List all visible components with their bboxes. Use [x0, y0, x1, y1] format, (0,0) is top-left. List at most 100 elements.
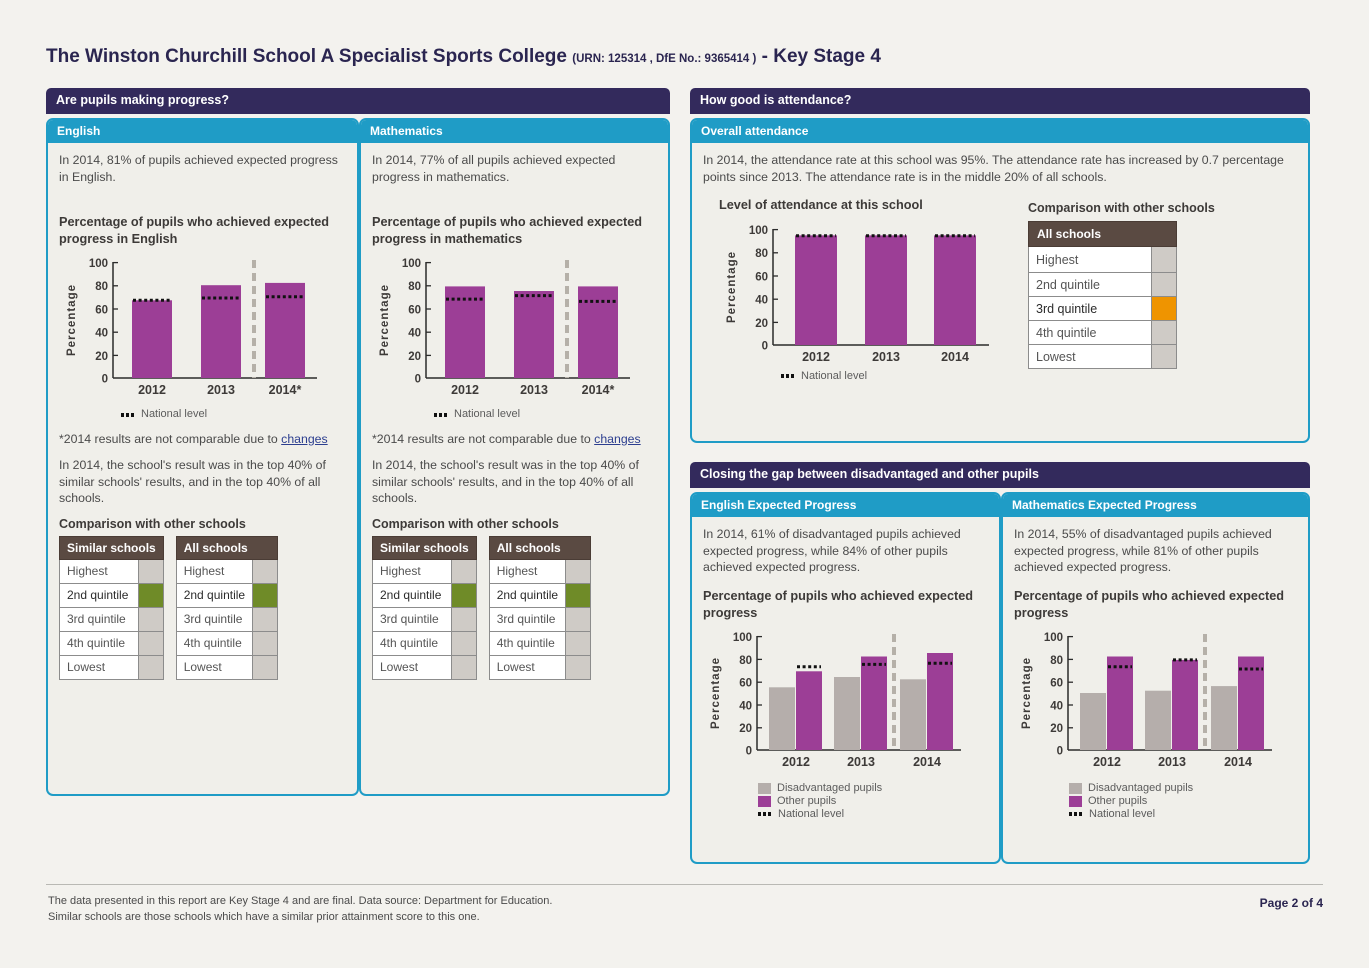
footer-notes: The data presented in this report are Ke… — [48, 894, 552, 926]
page-number: Page 2 of 4 — [1259, 896, 1323, 910]
legend-label-disadvantaged: Disadvantaged pupils — [777, 782, 883, 795]
table-row: Lowest — [175, 654, 279, 680]
table-header: All schools — [488, 535, 592, 560]
svg-text:2012: 2012 — [782, 755, 810, 769]
quintile-label: 3rd quintile — [59, 606, 139, 632]
mathematics-gap-svg: 100 80 60 40 20 0 Percentage — [1021, 632, 1272, 769]
quintile-label: Lowest — [1028, 344, 1152, 370]
quintile-label: Highest — [488, 558, 567, 584]
quintile-marker — [252, 654, 279, 680]
section-progress-header: Are pupils making progress? — [46, 88, 670, 114]
mathematics-summary: In 2014, 77% of all pupils achieved expe… — [372, 153, 616, 184]
quintile-label: 3rd quintile — [372, 606, 452, 632]
table-row: Highest — [488, 558, 592, 584]
svg-text:2012: 2012 — [1093, 755, 1121, 769]
table-english-all-schools: All schools Highest 2nd quintile 3rd qui… — [175, 535, 279, 680]
section-closing-gap: Closing the gap between disadvantaged an… — [690, 462, 1310, 488]
svg-text:2013: 2013 — [847, 755, 875, 769]
svg-text:2013: 2013 — [1158, 755, 1186, 769]
quintile-marker — [252, 630, 279, 656]
svg-text:60: 60 — [408, 305, 421, 317]
quintile-marker — [450, 558, 477, 584]
table-row: Highest — [175, 558, 279, 584]
table-row: 3rd quintile — [175, 606, 279, 632]
quintile-marker — [450, 606, 477, 632]
legend-item-national: National level — [1069, 808, 1297, 820]
quintile-marker-active — [450, 582, 477, 608]
panel-attendance-body: In 2014, the attendance rate at this sch… — [692, 143, 1308, 388]
legend-label-national: National level — [801, 369, 868, 382]
table-row: Highest — [1028, 246, 1177, 274]
legend-label-national: National level — [454, 408, 521, 421]
school-identifiers: (URN: 125314 , DfE No.: 9365414 ) — [572, 53, 757, 65]
english-footnote: *2014 results are not comparable due to … — [59, 431, 346, 448]
purple-square-icon — [1069, 795, 1082, 807]
table-row: Lowest — [59, 654, 164, 680]
table-attendance-all-schools: All schools Highest 2nd quintile 3rd qui… — [1028, 221, 1177, 370]
quintile-marker-active — [565, 582, 592, 608]
legend-item-national: National level — [758, 808, 988, 820]
table-row: Lowest — [1028, 344, 1177, 370]
legend-label-other: Other pupils — [1088, 795, 1148, 808]
purple-square-icon — [758, 795, 771, 807]
svg-text:40: 40 — [739, 701, 752, 713]
english-gap-svg: 100 80 60 40 20 0 Percentage — [710, 632, 961, 769]
dotted-line-icon — [781, 373, 796, 378]
svg-text:2014*: 2014* — [582, 383, 615, 397]
svg-text:40: 40 — [755, 294, 768, 306]
mathematics-comparison-heading: Comparison with other schools — [372, 516, 559, 531]
section-progress: Are pupils making progress? — [46, 88, 670, 114]
svg-text:100: 100 — [1044, 632, 1063, 644]
mathematics-quintile-tables: Similar schools Highest 2nd quintile 3rd… — [372, 535, 657, 680]
table-row: 2nd quintile — [175, 582, 279, 608]
svg-text:2014: 2014 — [941, 350, 969, 364]
svg-text:100: 100 — [733, 632, 752, 644]
svg-text:40: 40 — [95, 328, 108, 340]
section-closing-gap-header: Closing the gap between disadvantaged an… — [690, 462, 1310, 488]
svg-text:80: 80 — [739, 655, 752, 667]
english-gap-chart-title: Percentage of pupils who achieved expect… — [703, 588, 974, 621]
attendance-svg: 100 80 60 40 20 0 — [726, 225, 989, 364]
quintile-marker — [137, 606, 164, 632]
table-header: All schools — [1028, 221, 1177, 248]
table-row: 3rd quintile — [1028, 296, 1177, 322]
table-header: All schools — [175, 535, 279, 560]
page-title: The Winston Churchill School A Specialis… — [46, 46, 881, 68]
table-row: 4th quintile — [1028, 320, 1177, 346]
table-english-similar-schools: Similar schools Highest 2nd quintile 3rd… — [59, 535, 164, 680]
chart-mathematics-gap: 100 80 60 40 20 0 Percentage — [1014, 628, 1297, 820]
english-progress-svg: 100 80 60 40 20 0 Percentage — [66, 258, 317, 397]
mathematics-changes-link[interactable]: changes — [594, 431, 641, 446]
table-row: 2nd quintile — [488, 582, 592, 608]
svg-text:Percentage: Percentage — [379, 284, 391, 356]
english-summary: In 2014, 81% of pupils achieved expected… — [59, 153, 338, 184]
english-changes-link[interactable]: changes — [281, 431, 328, 446]
key-stage-label: - Key Stage 4 — [761, 46, 881, 67]
panel-mathematics-expected-progress: Mathematics Expected Progress In 2014, 5… — [1001, 492, 1310, 864]
quintile-label: 2nd quintile — [488, 582, 567, 608]
panel-mathematics-gap-header: Mathematics Expected Progress — [1003, 494, 1308, 518]
english-footnote-text: *2014 results are not comparable due to — [59, 431, 282, 446]
table-row: 4th quintile — [372, 630, 477, 656]
svg-text:20: 20 — [1050, 723, 1063, 735]
svg-text:60: 60 — [739, 678, 752, 690]
svg-text:100: 100 — [402, 258, 421, 270]
quintile-label: Lowest — [59, 654, 139, 680]
legend-item-other: Other pupils — [1069, 795, 1297, 807]
table-row: Lowest — [488, 654, 592, 680]
panel-english: English In 2014, 81% of pupils achieved … — [46, 118, 359, 796]
section-attendance-header: How good is attendance? — [690, 88, 1310, 114]
mathematics-gap-chart-title: Percentage of pupils who achieved expect… — [1014, 588, 1285, 621]
footer-line-1: The data presented in this report are Ke… — [48, 895, 553, 907]
table-row: 3rd quintile — [59, 606, 164, 632]
quintile-marker — [565, 558, 592, 584]
table-row: 2nd quintile — [372, 582, 477, 608]
attendance-chart-legend: National level — [719, 370, 1004, 382]
footer-line-2: Similar schools are those schools which … — [48, 910, 480, 923]
table-row: 2nd quintile — [1028, 272, 1177, 298]
quintile-marker-active — [1151, 296, 1177, 322]
quintile-label: Lowest — [372, 654, 452, 680]
panel-english-body: In 2014, 81% of pupils achieved expected… — [48, 143, 357, 686]
chart-english-progress: 100 80 60 40 20 0 Percentage — [59, 254, 346, 420]
grey-square-icon — [758, 782, 771, 794]
